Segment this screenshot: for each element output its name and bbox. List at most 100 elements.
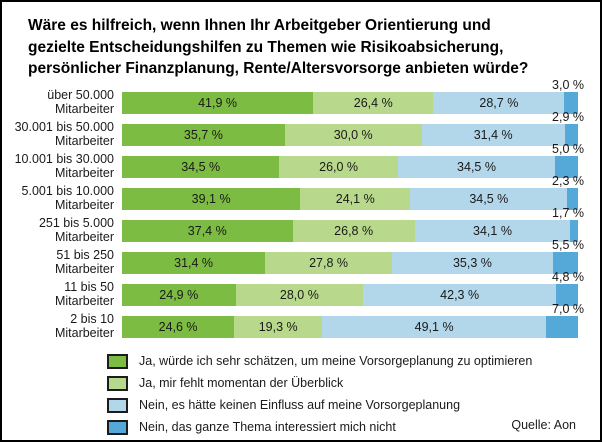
legend-label: Ja, würde ich sehr schätzen, um meine Vo… [139,354,533,368]
bar-segment: 28,7 % [433,92,565,114]
segment-value: 24,6 % [158,320,198,334]
legend-item: Ja, würde ich sehr schätzen, um meine Vo… [107,350,532,372]
segment-value: 35,3 % [452,256,492,270]
segment-value-outside: 2,3 % [552,174,584,188]
source-label: Quelle: Aon [511,418,576,432]
bar-segment [556,284,578,306]
segment-value-outside: 7,0 % [552,302,584,316]
legend-label: Nein, das ganze Thema interessiert mich … [139,420,396,434]
category-label: 10.001 bis 30.000 Mitarbeiter [2,152,114,180]
category-line: Mitarbeiter [54,166,114,180]
bar-segment [570,220,578,242]
category-line: über 50.000 [47,88,114,102]
category-line: 30.001 bis 50.000 [14,120,114,134]
bar-row: 11 bis 50 Mitarbeiter 24,9 % 28,0 % 42,3 % 4,… [2,271,600,309]
bar-segment: 34,5 % [397,156,556,178]
bar-segment [567,188,578,210]
bar-segment: 49,1 % [322,316,547,338]
bar-track: 34,5 % 26,0 % 34,5 % 5,0 % [122,143,584,178]
segment-value: 34,5 % [457,160,496,174]
category-line: 251 bis 5.000 [38,216,114,230]
segment-value-outside: 1,7 % [552,206,584,220]
segment-value: 28,7 % [479,96,519,110]
category-line: Mitarbeiter [54,230,114,244]
segment-value: 26,0 % [319,160,359,174]
bar-segment: 34,5 % [122,156,280,178]
bar-segment [555,156,578,178]
bar-segment: 28,0 % [235,284,364,306]
legend-item: Ja, mir fehlt momentan der Überblick [107,372,532,394]
segment-value-outside: 2,9 % [552,110,584,124]
category-label: 5.001 bis 10.000 Mitarbeiter [2,184,114,212]
category-line: Mitarbeiter [54,198,114,212]
chart-title-line: persönlicher Finanzplanung, Rente/Alters… [28,60,529,77]
bar-segment: 27,8 % [265,252,392,274]
bar-segment [564,92,578,114]
bar-track: 39,1 % 24,1 % 34,5 % 2,3 % [122,175,584,210]
bar-track: 41,9 % 26,4 % 28,7 % 3,0 % [122,79,584,114]
legend-item: Nein, es hätte keinen Einfluss auf meine… [107,394,532,416]
category-label: 251 bis 5.000 Mitarbeiter [2,216,114,244]
bar-track: 31,4 % 27,8 % 35,3 % 5,5 % [122,239,584,274]
bar-row: 30.001 bis 50.000 Mitarbeiter 35,7 % 30,0 %… [2,110,600,149]
segment-value: 26,8 % [334,224,374,238]
legend-label: Nein, es hätte keinen Einfluss auf meine… [139,398,461,412]
segment-value: 24,9 % [159,288,199,302]
bar-segment: 42,3 % [363,284,557,306]
category-label: über 50.000 Mitarbeiter [2,88,114,116]
segment-value-outside: 5,5 % [552,238,584,252]
bar-segment: 35,3 % [391,252,553,274]
legend-swatch [107,375,128,391]
bar-segment [552,252,578,274]
category-line: 5.001 bis 10.000 [21,184,114,198]
legend-swatch [107,353,128,369]
bar-segment: 24,9 % [122,284,236,306]
bar-segment: 31,4 % [421,124,565,146]
category-line: Mitarbeiter [54,262,114,276]
category-label: 2 bis 10 Mitarbeiter [2,312,114,340]
chart-title-line: gezielte Entscheidungshilfen zu Themen w… [28,38,504,56]
bar-segment: 39,1 % [122,188,301,210]
bar-segment: 26,4 % [313,92,434,114]
segment-value: 42,3 % [440,288,480,302]
category-line: 11 bis 50 [64,280,114,294]
segment-value-outside: 5,0 % [552,142,584,156]
bar-segment: 37,4 % [122,220,293,242]
bar-track: 24,6 % 19,3 % 49,1 % 7,0 % [122,303,584,338]
bar-segment: 26,8 % [292,220,415,242]
bar-segment [546,316,578,338]
category-label: 30.001 bis 50.000 Mitarbeiter [2,120,114,148]
bar-segment: 34,5 % [410,188,568,210]
category-line: Mitarbeiter [54,134,114,148]
bar-segment: 24,6 % [122,316,235,338]
bar-segment: 41,9 % [122,92,314,114]
bar-row: über 50.000 Mitarbeiter 41,9 % 26,4 % 28,7 %… [2,79,600,117]
bar-segment: 26,0 % [279,156,398,178]
bar-segment: 35,7 % [122,124,285,146]
segment-value: 35,7 % [183,128,223,142]
bar-row: 10.001 bis 30.000 Mitarbeiter 34,5 % 26,0 %… [2,143,600,181]
chart-title: Wäre es hilfreich, wenn Ihnen Ihr Arbeit… [2,2,600,80]
bar-row: 51 bis 250 Mitarbeiter 31,4 % 27,8 % 35,3 % 5… [2,239,600,277]
category-line: Mitarbeiter [54,326,114,340]
segment-value: 31,4 % [473,128,513,142]
bar-row: 5.001 bis 10.000 Mitarbeiter 39,1 % 24,1 % 3… [2,175,600,213]
segment-value: 49,1 % [414,320,454,334]
bar-segment: 19,3 % [234,316,323,338]
category-label: 51 bis 250 Mitarbeiter [2,248,114,276]
category-line: 10.001 bis 30.000 [14,152,114,166]
segment-value: 34,1 % [473,224,512,238]
category-line: 51 bis 250 [56,248,114,262]
category-label: 11 bis 50 Mitarbeiter [2,280,114,308]
legend-swatch [107,419,128,435]
stacked-bar-chart: über 50.000 Mitarbeiter 41,9 % 26,4 % 28,7 %… [2,79,600,341]
category-line: 2 bis 10 [70,312,114,326]
legend-swatch [107,397,128,413]
segment-value: 41,9 % [198,96,237,110]
bar-segment: 24,1 % [300,188,411,210]
legend-label: Ja, mir fehlt momentan der Überblick [139,376,344,390]
bar-track: 24,9 % 28,0 % 42,3 % 4,8 % [122,271,584,306]
segment-value: 24,1 % [335,192,375,206]
segment-value: 37,4 % [187,224,227,238]
